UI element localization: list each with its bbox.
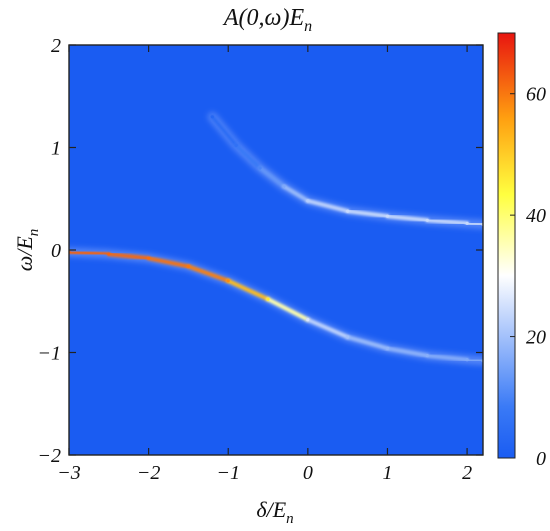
x-tick-label: 1 (382, 462, 392, 484)
x-tick-label: −2 (137, 462, 161, 484)
band-point (425, 354, 429, 358)
colorbar-tick-label: 20 (526, 327, 546, 349)
band-segment (226, 278, 270, 302)
band-segment (266, 297, 310, 322)
y-tick-label: −1 (38, 343, 62, 365)
band-segment (305, 198, 350, 214)
band-point (258, 166, 262, 170)
band-segment (234, 143, 263, 170)
colorbar-tick-label: 40 (526, 205, 546, 227)
x-tick-label: −3 (57, 462, 81, 484)
band-point (346, 335, 350, 339)
band-point (266, 297, 270, 301)
y-axis-label: ω/En (12, 229, 42, 272)
y-tick-label: −2 (38, 445, 62, 467)
y-tick-label: 0 (51, 240, 61, 262)
x-tick-label: 2 (462, 462, 472, 484)
plot-area (69, 45, 483, 455)
band-point (234, 143, 238, 147)
band-point (306, 199, 310, 203)
band-point (465, 221, 469, 225)
band-segment (146, 256, 191, 269)
band-segment (305, 317, 350, 340)
band-segment (385, 214, 430, 223)
band-segment (69, 250, 111, 257)
x-tick-label: 0 (303, 462, 313, 484)
y-tick-label: 2 (51, 35, 61, 57)
band-segment (210, 114, 239, 148)
band-1 (69, 247, 483, 366)
y-tick-label: 1 (51, 138, 61, 160)
band-point (465, 358, 469, 362)
band-point (346, 209, 350, 213)
band-point (226, 279, 230, 283)
colorbar (497, 32, 516, 459)
band-segment (425, 353, 470, 362)
band-segment (258, 166, 286, 189)
band-point (147, 256, 151, 260)
x-axis-label: δ/En (256, 497, 293, 527)
band-segment (106, 252, 151, 261)
colorbar-tick-label: 0 (536, 448, 546, 470)
band-segment (425, 218, 470, 226)
x-tick-label: −1 (216, 462, 240, 484)
band-point (385, 214, 390, 218)
band-segment (385, 346, 430, 358)
band-segment (186, 264, 231, 283)
band-point (385, 346, 390, 350)
band-point (282, 184, 286, 188)
band-2 (207, 112, 483, 229)
chart-title: A(0,ω)En (222, 5, 312, 35)
band-point (107, 252, 111, 256)
band-segment (282, 184, 310, 203)
colorbar-tick-label: 60 (526, 84, 546, 106)
band-segment (345, 209, 390, 219)
band-point (306, 318, 310, 322)
band-segment (345, 335, 390, 351)
band-point (186, 264, 190, 268)
band-segment (465, 357, 483, 363)
band-point (210, 115, 214, 119)
band-segment (465, 221, 483, 227)
band-point (425, 218, 429, 222)
